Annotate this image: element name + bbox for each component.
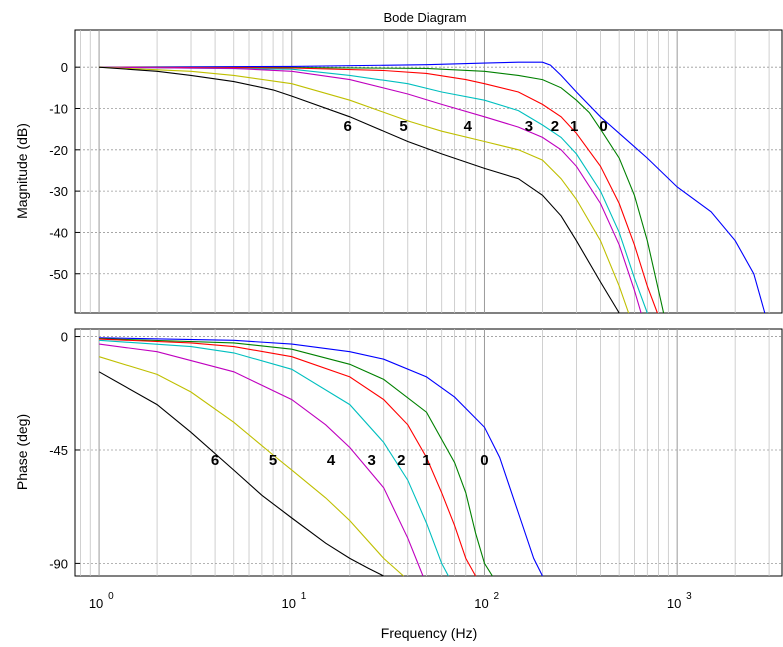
y-tick-label: -45: [49, 443, 68, 458]
y-tick-label: -30: [49, 184, 68, 199]
curve-label-0: 0: [599, 118, 607, 135]
curve-label-3: 3: [525, 118, 533, 135]
curve-label-5: 5: [269, 452, 277, 469]
series-line-6: [98, 371, 384, 577]
x-tick-label: 10: [667, 596, 681, 611]
magnitude-ylabel: Magnitude (dB): [14, 123, 30, 219]
x-tick-exponent: 2: [493, 591, 499, 602]
series-line-0: [99, 61, 766, 314]
x-tick-exponent: 0: [108, 591, 114, 602]
curve-label-4: 4: [327, 452, 336, 469]
series-line-2: [99, 66, 658, 314]
x-tick-label: 10: [89, 596, 103, 611]
curve-label-6: 6: [343, 118, 351, 135]
phase-ylabel: Phase (deg): [14, 414, 30, 490]
x-tick-exponent: 3: [686, 591, 692, 602]
x-tick-label: 10: [474, 596, 488, 611]
phase-grid: [75, 329, 782, 576]
series-line-3: [99, 66, 648, 314]
curve-label-6: 6: [211, 452, 219, 469]
y-tick-label: 0: [61, 60, 68, 75]
curve-label-1: 1: [422, 452, 430, 469]
y-tick-label: -10: [49, 101, 68, 116]
curve-label-1: 1: [570, 118, 578, 135]
y-tick-label: -90: [49, 556, 68, 571]
phase-axes-frame: [74, 328, 783, 577]
curve-label-4: 4: [464, 118, 473, 135]
series-line-6: [99, 66, 620, 314]
curve-label-2: 2: [551, 118, 559, 135]
series-line-1: [99, 338, 493, 577]
curve-label-2: 2: [397, 452, 405, 469]
series-line-4: [99, 343, 424, 577]
curve-label-5: 5: [399, 118, 407, 135]
x-tick-exponent: 1: [301, 591, 307, 602]
series-line-1: [99, 66, 665, 314]
series-line-0: [99, 337, 543, 577]
magnitude-grid: [75, 30, 782, 313]
curve-label-3: 3: [368, 452, 376, 469]
x-tick-labels: 10 0 10 1 10 2 10 3: [89, 591, 692, 611]
phase-y-ticks: 0 -45 -90: [49, 330, 80, 571]
series-line-2: [99, 338, 477, 577]
chart-title: Bode Diagram: [383, 10, 466, 25]
x-axis-label: Frequency (Hz): [381, 625, 477, 641]
x-tick-label: 10: [282, 596, 296, 611]
magnitude-series: [99, 61, 766, 314]
magnitude-axes-frame: [74, 29, 783, 314]
y-tick-label: -40: [49, 225, 68, 240]
series-line-3: [99, 339, 449, 577]
y-tick-label: -50: [49, 267, 68, 282]
curve-label-0: 0: [480, 452, 488, 469]
phase-series: [98, 337, 543, 577]
series-line-5: [99, 66, 630, 314]
magnitude-y-ticks: 0 -10 -20 -30 -40 -50: [49, 60, 80, 282]
y-tick-label: -20: [49, 143, 68, 158]
series-line-5: [98, 356, 404, 577]
series-line-4: [99, 66, 642, 314]
y-tick-label: 0: [61, 330, 68, 345]
